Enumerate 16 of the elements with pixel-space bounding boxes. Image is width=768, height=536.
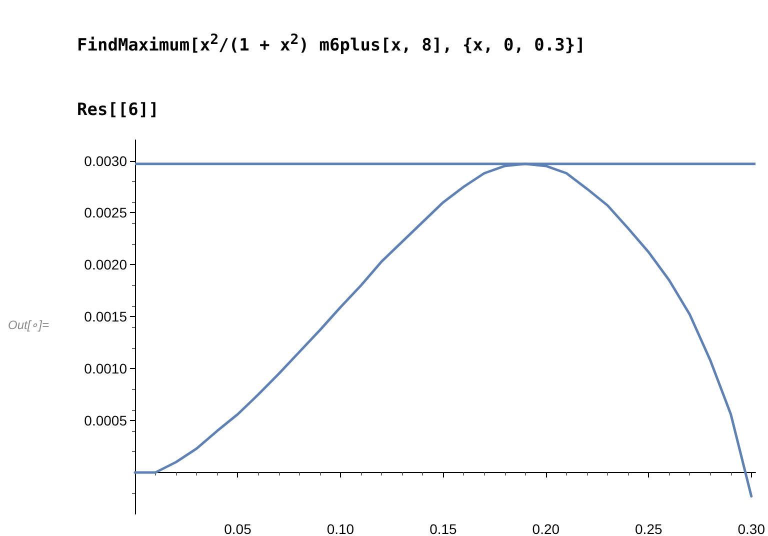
x-tick-label: 0.15 [430, 521, 458, 536]
y-tick-label: 0.0015 [84, 308, 128, 325]
text: Res[[6]] [77, 100, 159, 120]
line-series [134, 162, 753, 498]
text: Out[∘]= [8, 318, 50, 332]
y-tick-label: 0.0005 [84, 412, 128, 428]
x-tick-label: 0.20 [532, 521, 560, 536]
y-tick-label: 0.0025 [84, 204, 128, 221]
y-tick-label: 0.0030 [84, 152, 128, 169]
x-tick-label: 0.30 [738, 521, 766, 536]
x-tick-label: 0.25 [635, 521, 662, 536]
y-tick-label: 0.0010 [84, 360, 128, 377]
x-tick-label: 0.10 [326, 521, 354, 536]
y-tick-label: 0.0020 [84, 256, 128, 273]
text: FindMaximum[x$^{2}$/(1 + x$^{2}$) m6plus[x, 8], {x, 0, 0.3}] [77, 32, 586, 56]
x-tick-label: 0.05 [224, 521, 252, 536]
